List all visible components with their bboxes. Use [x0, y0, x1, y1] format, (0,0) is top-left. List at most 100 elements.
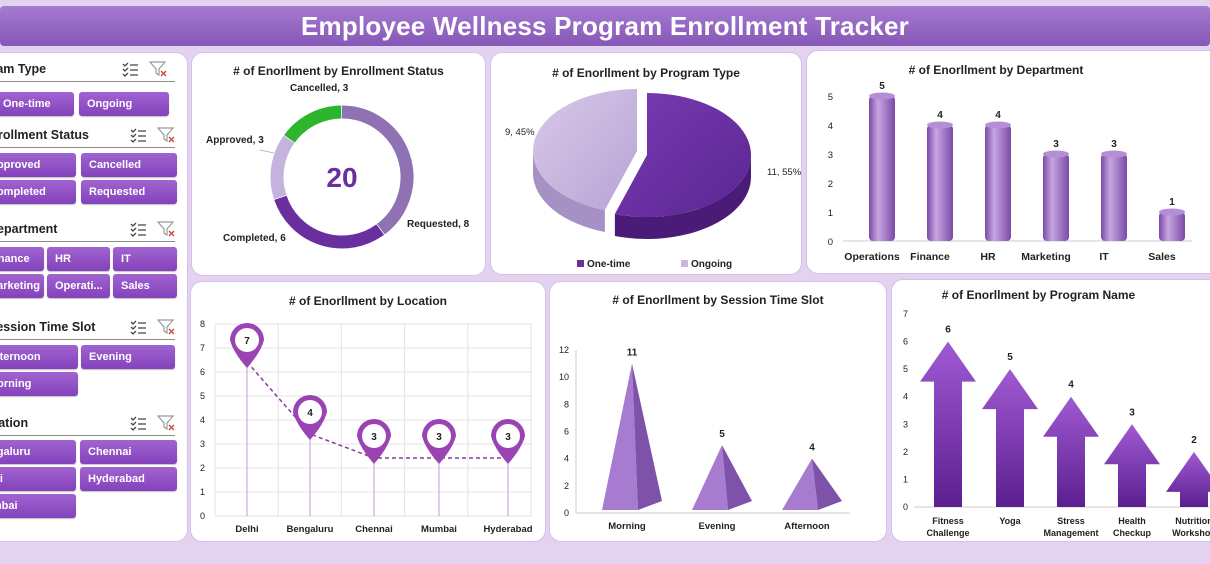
slicer-item-approved[interactable]: Approved [0, 153, 76, 177]
slicer-item-morning[interactable]: Morning [0, 372, 78, 396]
y-tick-label: 12 [559, 345, 569, 355]
multi-select-icon[interactable] [129, 414, 147, 432]
page-title: Employee Wellness Program Enrollment Tra… [301, 10, 909, 41]
y-tick-label: 2 [903, 447, 908, 457]
arrow-bar [982, 369, 1038, 507]
y-tick-label: 0 [903, 502, 908, 512]
y-tick-label: 0 [828, 237, 833, 248]
y-tick-label: 4 [200, 415, 205, 425]
slicer-department: Department Finance HR IT Marketing Opera… [0, 218, 177, 298]
pyramid-side [812, 458, 842, 510]
slicer-item-ongoing[interactable]: Ongoing [79, 92, 169, 116]
slicer-enrollment-status: Enrollment Status Approved Cancelled Com… [0, 124, 177, 204]
y-tick-label: 6 [903, 337, 908, 347]
donut-chart-svg: Requested, 8 Completed, 6 Approved, 3 Cance… [206, 83, 470, 249]
data-label: Requested, 8 [407, 219, 470, 230]
slicer-item-hr[interactable]: HR [47, 247, 110, 271]
x-tick-label: Health [1118, 516, 1146, 526]
pin-inner [496, 424, 520, 448]
x-tick-label: Evening [699, 521, 736, 532]
chart-location: # of Enorllment by Location 0 1 2 3 4 5 6 7 8 7 De… [190, 281, 546, 542]
y-tick-label: 1 [200, 487, 205, 497]
data-label: 11, 55% [767, 167, 802, 178]
data-label: 3 [1053, 139, 1059, 150]
y-tick-label: 6 [200, 367, 205, 377]
y-tick-label: 0 [564, 508, 569, 518]
slicer-title: Department [0, 222, 58, 236]
multi-select-icon[interactable] [129, 220, 147, 238]
legend-label: Ongoing [691, 259, 732, 270]
bar-it [1101, 154, 1127, 241]
data-label: 5 [1007, 352, 1013, 363]
slicer-item-evening[interactable]: Evening [81, 345, 175, 369]
x-tick-label: IT [1099, 251, 1109, 263]
data-label: 3 [1129, 407, 1135, 418]
slicer-title: Location [0, 416, 29, 430]
data-label: Cancelled, 3 [290, 83, 349, 94]
bar-hr [985, 125, 1011, 241]
donut-slice-approved [270, 135, 295, 200]
y-tick-label: 8 [564, 399, 569, 409]
pyramid-front-morning [602, 363, 638, 510]
slicer-item-one-time[interactable]: One-time [0, 92, 74, 116]
slicer-item-operations[interactable]: Operati... [47, 274, 110, 298]
clear-filter-icon[interactable] [157, 220, 175, 238]
data-label: 3 [436, 432, 442, 443]
slicer-item-delhi[interactable]: Delhi [0, 467, 76, 491]
pyramid-chart-svg: 0 2 4 6 8 10 12 11 Morning 5 Evening 4 Afternoon [559, 345, 850, 532]
multi-select-icon[interactable] [121, 60, 139, 78]
x-tick-label: Finance [910, 251, 950, 263]
slicer-panel: Program Type One-time Ongoing Enrollment… [0, 52, 188, 542]
slicer-item-marketing[interactable]: Marketing [0, 274, 44, 298]
chart-title: # of Enorllment by Session Time Slot [612, 293, 824, 307]
slicer-item-it[interactable]: IT [113, 247, 177, 271]
clear-filter-icon[interactable] [157, 126, 175, 144]
x-tick-label: Marketing [1021, 251, 1071, 263]
legend-label: One-time [587, 259, 631, 270]
slicer-title: Program Type [0, 62, 47, 76]
bar-cap [1043, 150, 1069, 158]
x-tick-label: Hyderabad [483, 524, 532, 535]
chart-title: # of Enorllment by Enrollment Status [233, 64, 444, 78]
pin-inner [235, 328, 259, 352]
arrow-bar [1104, 424, 1160, 507]
data-label: Completed, 6 [223, 233, 286, 244]
slicer-item-sales[interactable]: Sales [113, 274, 177, 298]
legend-swatch-one-time [577, 260, 584, 267]
chart-department: # of Enorllment by Department 0 1 2 3 4 5 5 Ope… [806, 50, 1210, 274]
x-tick-label: Operations [844, 251, 900, 263]
data-label: 4 [995, 110, 1001, 121]
y-tick-label: 3 [828, 150, 833, 161]
slicer-header: Enrollment Status [0, 124, 175, 148]
data-label: 5 [719, 429, 725, 440]
clear-filter-icon[interactable] [157, 414, 175, 432]
y-tick-label: 7 [200, 343, 205, 353]
slicer-item-afternoon[interactable]: Afternoon [0, 345, 78, 369]
multi-select-icon[interactable] [129, 318, 147, 336]
data-label: 2 [1191, 435, 1197, 446]
data-label: 4 [307, 408, 313, 419]
clear-filter-icon[interactable] [157, 318, 175, 336]
slicer-item-completed[interactable]: Completed [0, 180, 76, 204]
y-tick-label: 3 [903, 419, 908, 429]
slicer-item-mumbai[interactable]: Mumbai [0, 494, 76, 518]
slicer-item-cancelled[interactable]: Cancelled [81, 153, 177, 177]
slicer-item-hyderabad[interactable]: Hyderabad [80, 467, 177, 491]
x-tick-label: Checkup [1113, 528, 1152, 538]
slicer-item-chennai[interactable]: Chennai [80, 440, 177, 464]
clear-filter-icon[interactable] [149, 60, 167, 78]
x-tick-label: Stress [1057, 516, 1085, 526]
chart-title: # of Enorllment by Department [908, 63, 1084, 77]
multi-select-icon[interactable] [129, 126, 147, 144]
slicer-item-bengaluru[interactable]: Bengaluru [0, 440, 76, 464]
chart-session-time-slot: # of Enorllment by Session Time Slot 0 2 4… [549, 281, 887, 542]
data-label: 7 [244, 336, 250, 347]
slicer-item-finance[interactable]: Finance [0, 247, 44, 271]
bar-cap [985, 121, 1011, 129]
arrow-bar [1043, 396, 1099, 507]
chart-title: # of Enorllment by Location [288, 294, 447, 308]
arrow-bar [920, 341, 976, 507]
slicer-item-requested[interactable]: Requested [81, 180, 177, 204]
slicer-header: Session Time Slot [0, 316, 175, 340]
data-label: 4 [809, 443, 815, 454]
